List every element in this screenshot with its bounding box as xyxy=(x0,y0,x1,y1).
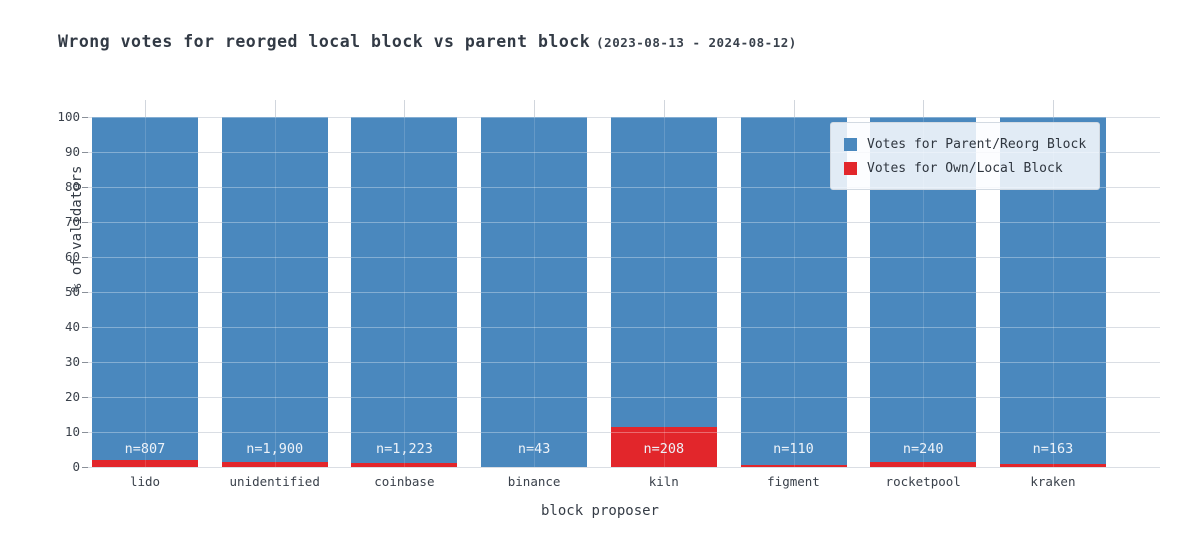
y-tick-mark xyxy=(82,152,89,153)
gridline-horizontal xyxy=(88,467,1160,468)
y-tick-label: 40 xyxy=(64,319,80,334)
x-axis-label: block proposer xyxy=(540,503,659,519)
bar-segment-own-local-kiln xyxy=(610,426,717,467)
y-tick-label: 80 xyxy=(64,179,80,194)
legend-item-parent-reorg: Votes for Parent/Reorg Block xyxy=(844,132,1086,156)
y-tick-mark xyxy=(82,222,89,223)
legend: Votes for Parent/Reorg Block Votes for O… xyxy=(830,122,1101,190)
gridline-horizontal-overlay xyxy=(88,152,1160,153)
gridline-horizontal-overlay xyxy=(88,362,1160,363)
y-tick-label: 30 xyxy=(64,354,80,369)
gridline-horizontal-overlay xyxy=(88,292,1160,293)
bar-annotation: n=807 xyxy=(124,441,166,457)
y-tick-label: 90 xyxy=(64,144,80,159)
x-tick-label-lido: lido xyxy=(129,474,161,489)
gridline-vertical-overlay xyxy=(274,100,276,467)
bar-annotation: n=43 xyxy=(517,441,551,457)
bar-annotation: n=208 xyxy=(643,441,685,457)
legend-item-own-local: Votes for Own/Local Block xyxy=(844,156,1086,180)
gridline-vertical-overlay xyxy=(534,100,536,467)
bar-segment-parent-reorg-figment xyxy=(740,117,847,465)
legend-swatch-red-icon xyxy=(844,161,857,175)
bar-annotation: n=240 xyxy=(902,441,944,457)
bar-segment-parent-reorg-kiln xyxy=(610,117,717,428)
bar-segment-parent-reorg-lido xyxy=(92,117,198,460)
y-tick-label: 60 xyxy=(64,249,80,264)
x-tick-label-kraken: kraken xyxy=(1030,474,1076,489)
y-tick-label: 0 xyxy=(72,459,80,474)
y-tick-mark xyxy=(82,187,89,188)
x-tick-label-unidentified: unidentified xyxy=(229,474,320,489)
gridline-horizontal-overlay xyxy=(88,467,1160,468)
x-tick-label-binance: binance xyxy=(507,474,561,489)
gridline-vertical-overlay xyxy=(793,100,795,467)
bar-segment-parent-reorg-binance xyxy=(481,117,588,467)
y-tick-label: 20 xyxy=(64,389,80,404)
y-tick-label: 100 xyxy=(57,109,80,124)
x-tick-label-figment: figment xyxy=(767,474,820,489)
y-tick-mark xyxy=(82,432,89,433)
bar-annotation: n=1,900 xyxy=(246,441,304,457)
y-tick-label: 70 xyxy=(64,214,80,229)
bar-annotation: n=1,223 xyxy=(375,441,433,457)
gridline-vertical-overlay xyxy=(663,100,665,467)
y-tick-mark xyxy=(82,362,89,363)
gridline-horizontal-overlay xyxy=(88,327,1160,328)
legend-swatch-blue-icon xyxy=(844,137,857,151)
chart-title: Wrong votes for reorged local block vs p… xyxy=(58,32,797,51)
legend-label: Votes for Parent/Reorg Block xyxy=(867,136,1087,152)
gridline-horizontal-overlay xyxy=(88,432,1160,433)
chart-title-text: Wrong votes for reorged local block vs p… xyxy=(58,32,591,51)
y-tick-mark xyxy=(82,327,89,328)
chart-title-date-range: (2023-08-13 - 2024-08-12) xyxy=(596,35,797,50)
x-tick-label-rocketpool: rocketpool xyxy=(885,474,961,489)
x-tick-label-kiln: kiln xyxy=(648,474,679,489)
y-tick-mark xyxy=(82,117,89,118)
legend-label: Votes for Own/Local Block xyxy=(867,160,1063,176)
bar-annotation: n=110 xyxy=(773,441,814,457)
x-tick-label-coinbase: coinbase xyxy=(374,474,435,489)
y-tick-label: 10 xyxy=(64,424,80,439)
gridline-vertical-overlay xyxy=(923,100,925,467)
gridline-horizontal-overlay xyxy=(88,397,1160,398)
gridline-vertical-overlay xyxy=(145,100,146,467)
y-tick-mark xyxy=(82,467,89,468)
bar-annotation: n=163 xyxy=(1032,441,1074,457)
bar-segment-parent-reorg-coinbase xyxy=(351,117,458,464)
y-tick-mark xyxy=(82,292,89,293)
gridline-vertical-overlay xyxy=(404,100,406,467)
y-tick-label: 50 xyxy=(64,284,80,299)
bar-segment-parent-reorg-unidentified xyxy=(221,117,328,463)
gridline-horizontal-overlay xyxy=(88,187,1160,188)
gridline-horizontal-overlay xyxy=(88,222,1160,223)
y-tick-mark xyxy=(82,257,89,258)
gridline-vertical-overlay xyxy=(1052,100,1054,467)
y-tick-mark xyxy=(82,397,89,398)
gridline-horizontal-overlay xyxy=(88,117,1160,118)
gridline-horizontal-overlay xyxy=(88,257,1160,258)
